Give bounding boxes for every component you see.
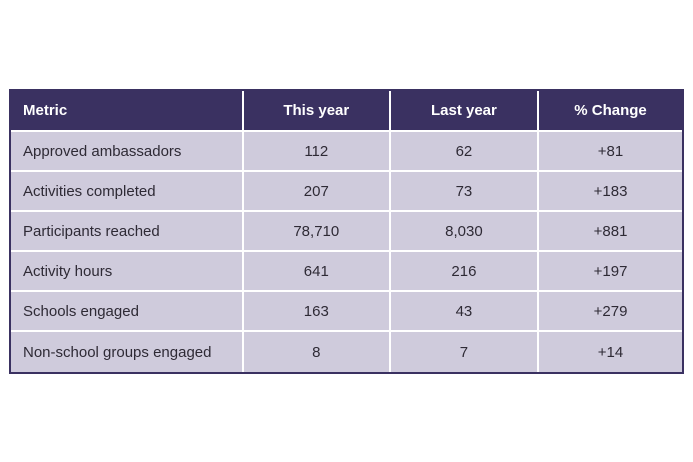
cell-this-year: 112	[243, 132, 391, 172]
cell-pct-change: +197	[539, 252, 682, 292]
cell-metric: Schools engaged	[11, 292, 244, 332]
cell-this-year: 8	[243, 332, 391, 372]
table-row: Participants reached 78,710 8,030 +881	[11, 212, 682, 252]
cell-this-year: 78,710	[243, 212, 391, 252]
metrics-table-grid: Metric This year Last year % Change Appr…	[9, 89, 684, 374]
cell-metric: Participants reached	[11, 212, 244, 252]
cell-last-year: 62	[390, 132, 540, 172]
cell-this-year: 163	[243, 292, 391, 332]
cell-last-year: 216	[390, 252, 540, 292]
cell-this-year: 207	[243, 172, 391, 212]
cell-metric: Activity hours	[11, 252, 244, 292]
table-row: Activities completed 207 73 +183	[11, 172, 682, 212]
header-cell-metric: Metric	[11, 91, 244, 132]
header-cell-last-year: Last year	[390, 91, 540, 132]
cell-metric: Activities completed	[11, 172, 244, 212]
cell-last-year: 43	[390, 292, 540, 332]
cell-metric: Approved ambassadors	[11, 132, 244, 172]
cell-pct-change: +279	[539, 292, 682, 332]
cell-metric: Non-school groups engaged	[11, 332, 244, 372]
header-cell-this-year: This year	[243, 91, 391, 132]
table-row: Schools engaged 163 43 +279	[11, 292, 682, 332]
cell-pct-change: +881	[539, 212, 682, 252]
header-row: Metric This year Last year % Change	[11, 91, 682, 132]
table-row: Activity hours 641 216 +197	[11, 252, 682, 292]
metrics-table: Metric This year Last year % Change Appr…	[9, 89, 684, 374]
cell-pct-change: +183	[539, 172, 682, 212]
header-cell-pct-change: % Change	[539, 91, 682, 132]
cell-last-year: 7	[390, 332, 540, 372]
cell-last-year: 8,030	[390, 212, 540, 252]
cell-pct-change: +14	[539, 332, 682, 372]
table-row: Approved ambassadors 112 62 +81	[11, 132, 682, 172]
table-row: Non-school groups engaged 8 7 +14	[11, 332, 682, 372]
cell-this-year: 641	[243, 252, 391, 292]
cell-pct-change: +81	[539, 132, 682, 172]
cell-last-year: 73	[390, 172, 540, 212]
